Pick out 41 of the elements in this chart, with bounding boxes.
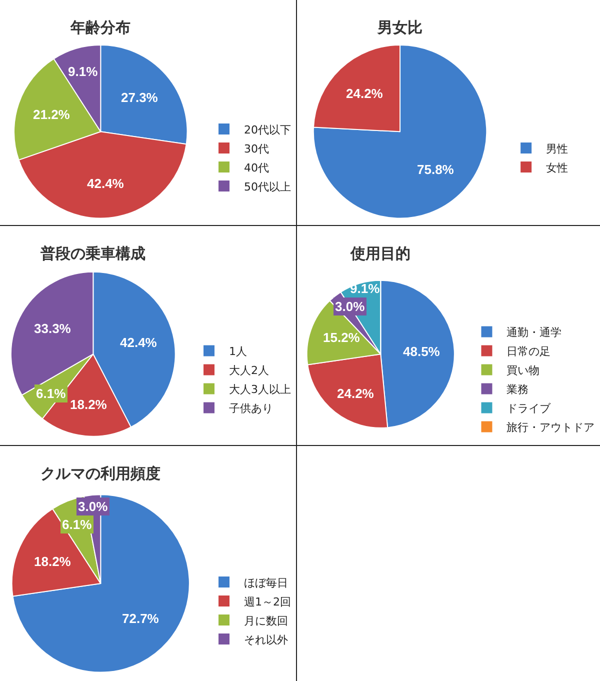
legend-label: 40代 [244,161,269,174]
legend-label: 月に数回 [244,614,288,628]
legend-label: 買い物 [506,364,540,378]
legend-label: 1人 [229,345,247,358]
data-label: 21.2% [33,107,70,122]
data-label: 42.4% [120,335,158,350]
data-label: 27.3% [121,90,158,105]
data-label: 18.2% [70,397,108,412]
legend-label: 旅行・アウトドア [506,421,595,434]
legend-label: ドライブ [506,402,552,416]
legend-label: 通勤・通学 [506,326,562,340]
legend-label: 大人3人以上 [229,383,291,396]
legend-label: 男性 [546,142,568,156]
legend-label: ほぼ毎日 [244,576,288,590]
chart-title: 年齢分布 [70,18,131,36]
legend-label: 女性 [546,161,568,174]
data-label: 75.8% [417,162,454,177]
legend-label: 50代以上 [244,180,291,194]
chart-title: 普段の乗車構成 [40,244,146,262]
legend-label: 子供あり [229,402,273,416]
chart-title: クルマの利用頻度 [40,464,161,482]
data-label: 72.7% [122,611,160,626]
legend-label: 大人2人 [229,364,269,378]
legend-label: 20代以下 [244,123,291,136]
chart-title: 使用目的 [350,244,411,262]
legend-label: 業務 [506,383,529,396]
data-label: 42.4% [87,176,124,191]
data-label: 24.2% [346,86,384,101]
data-label: 9.1% [68,64,98,79]
legend-label: 週1～2回 [244,595,291,608]
legend-label: 30代 [244,142,269,156]
pie-slice [12,494,190,673]
data-label: 48.5% [403,344,440,359]
legend-label: それ以外 [244,633,288,646]
data-label: 33.3% [34,321,72,336]
pie-slice [313,44,488,219]
legend-label: 日常の足 [506,345,551,358]
data-label: 24.2% [337,386,374,401]
data-label: 15.2% [323,330,360,345]
chart-title: 男女比 [376,18,423,36]
data-label: 18.2% [34,554,72,569]
